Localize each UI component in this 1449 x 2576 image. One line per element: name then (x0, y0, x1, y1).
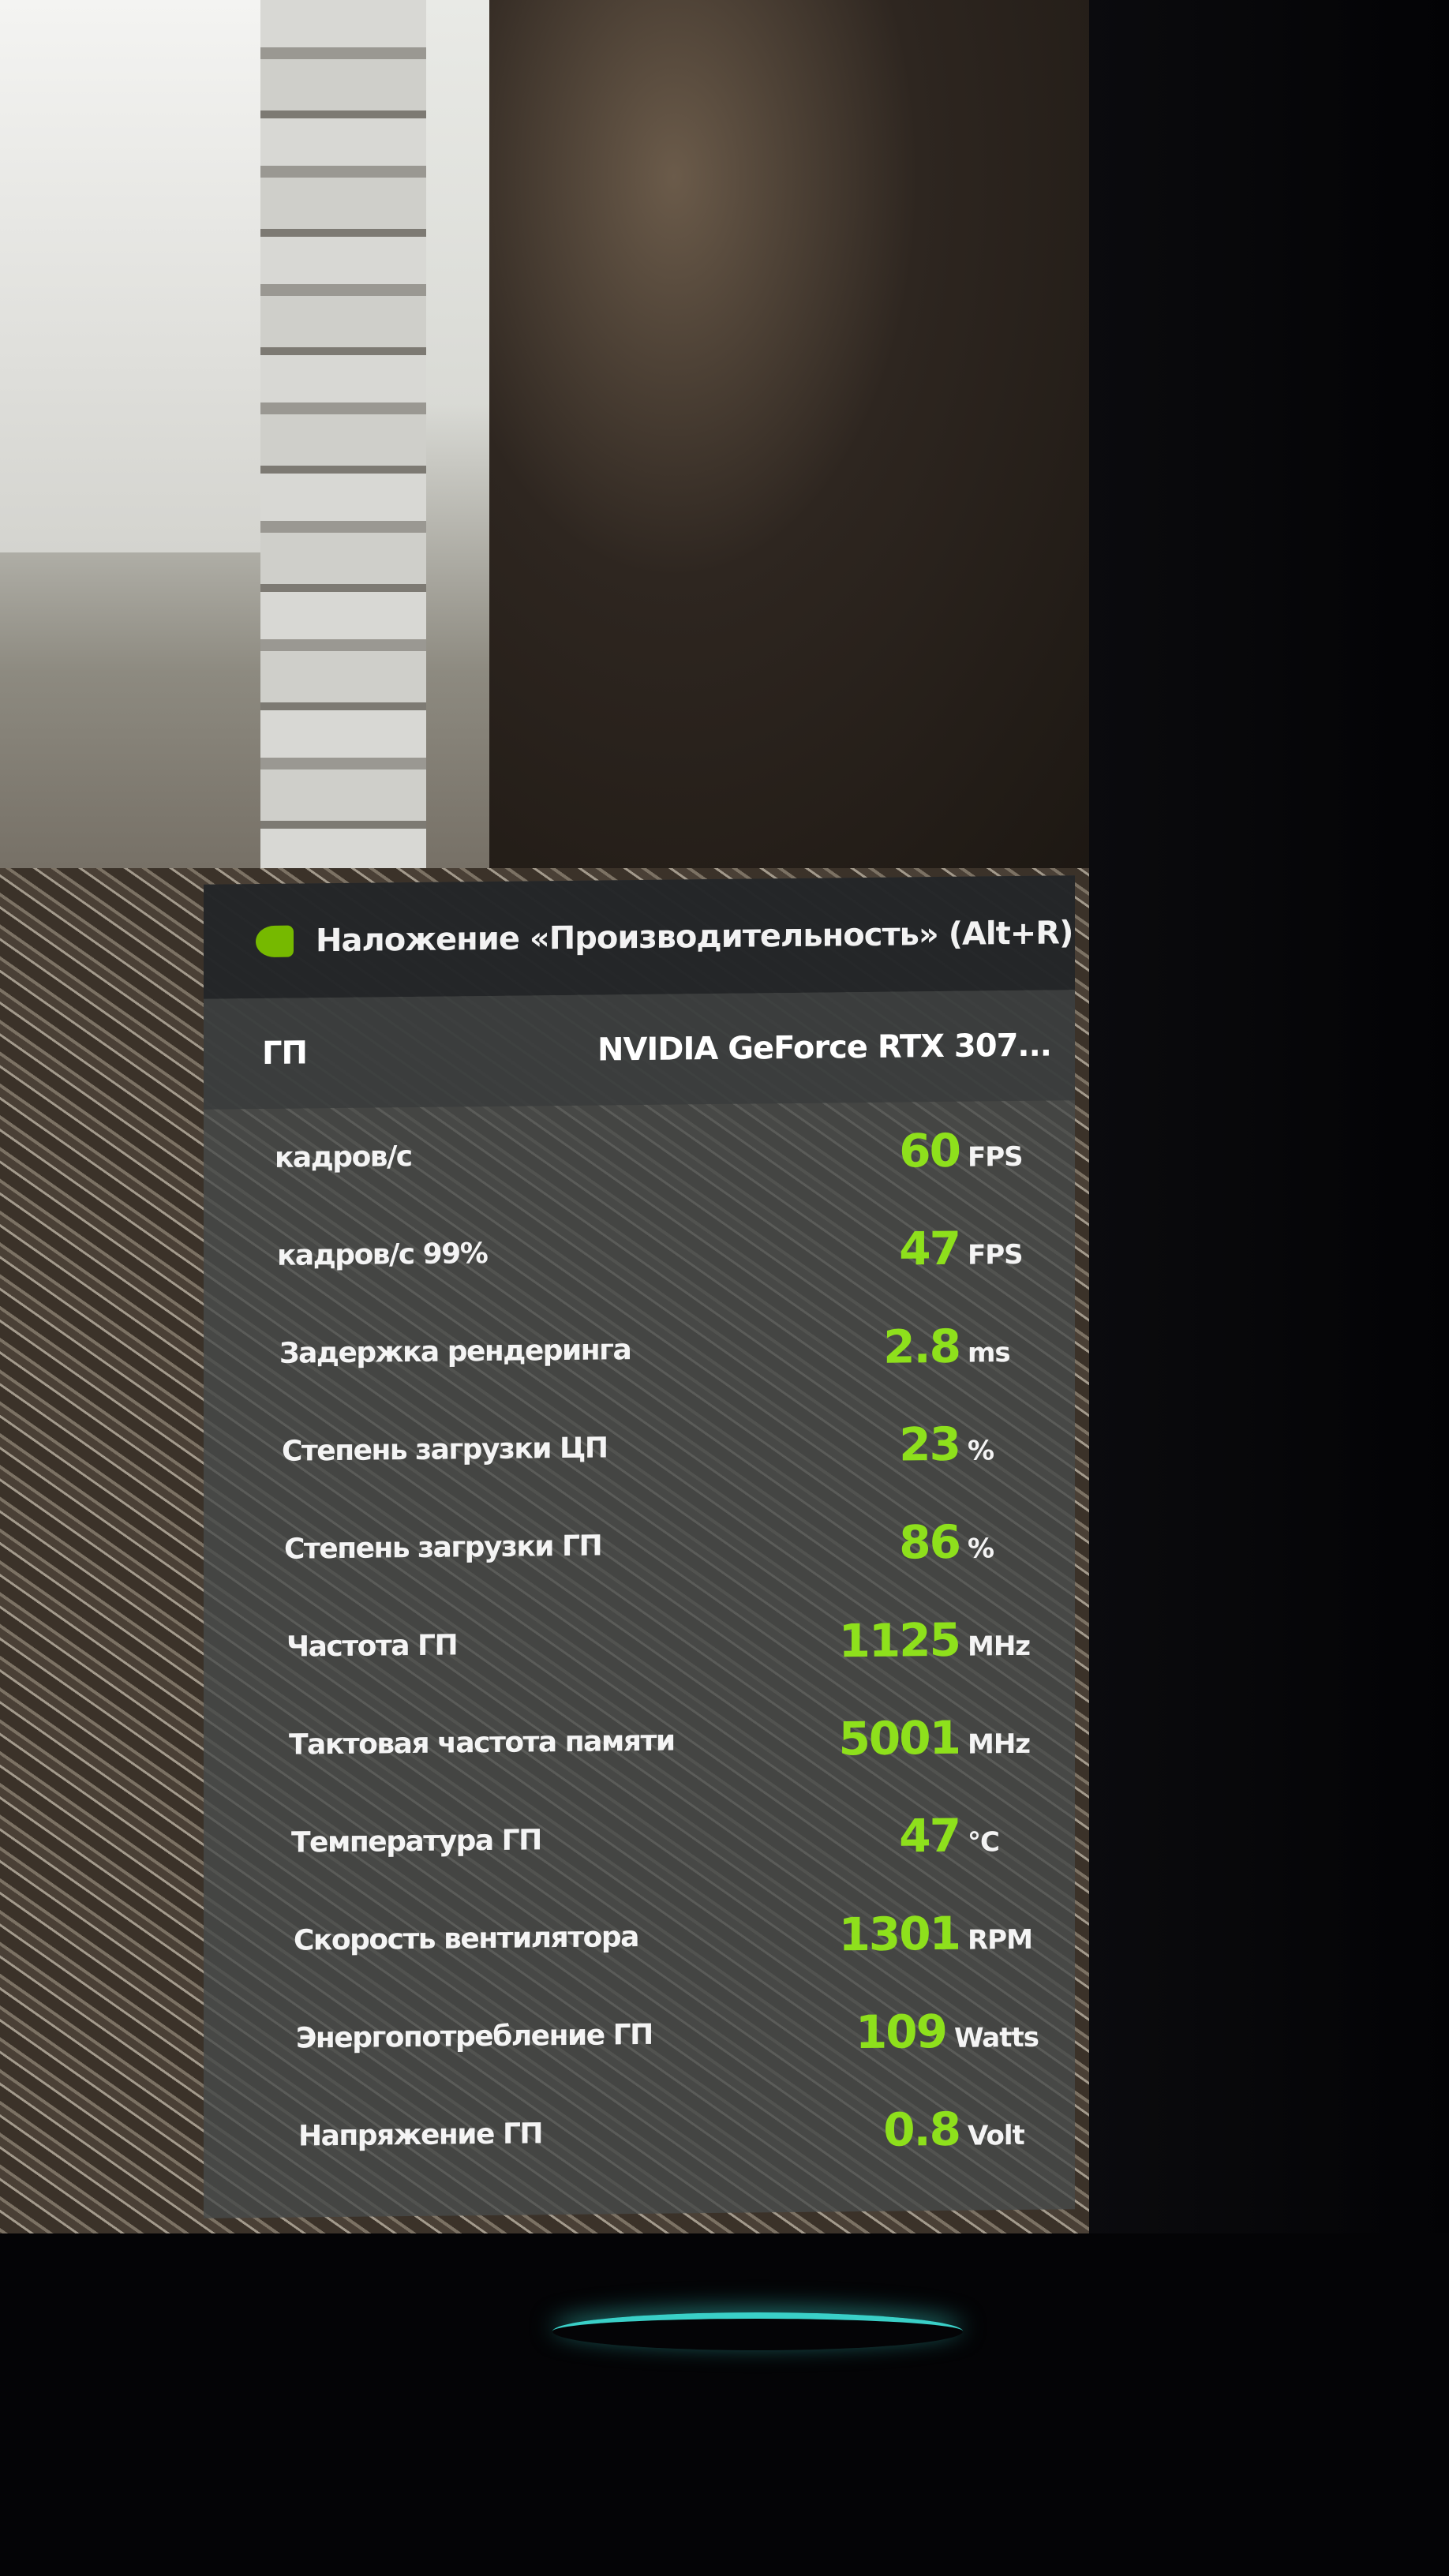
metric-row: кадров/с 60 FPS (204, 1100, 1075, 1208)
metric-row: Энергопотребление ГП 109 Watts (204, 1981, 1075, 2088)
nvidia-logo-icon (256, 925, 294, 957)
metric-row: Скорость вентилятора 1301 RPM (204, 1883, 1075, 1990)
metric-unit: ms (968, 1337, 1010, 1369)
metric-value: 109 (855, 2004, 947, 2060)
metric-value-group: 47 °C (899, 1808, 1039, 1863)
metric-value-group: 86 % (899, 1515, 1039, 1570)
metric-label: Задержка рендеринга (279, 1333, 631, 1370)
metric-value-group: 5001 MHz (839, 1710, 1039, 1766)
metric-value: 2.8 (883, 1319, 960, 1374)
metric-unit: Watts (954, 2021, 1039, 2054)
metric-unit: MHz (968, 1630, 1031, 1663)
metric-label: Энергопотребление ГП (296, 2018, 653, 2055)
overlay-header[interactable]: Наложение «Производительность» (Alt+R) (204, 875, 1075, 999)
gpu-label: ГП (262, 1035, 307, 1073)
metric-value-group: 1301 RPM (839, 1906, 1039, 1962)
metric-label: Температура ГП (291, 1823, 541, 1859)
metric-label: Скорость вентилятора (294, 1920, 638, 1957)
metric-unit: °C (968, 1826, 999, 1859)
metric-unit: RPM (968, 1923, 1032, 1956)
gpu-row: ГП NVIDIA GeForce RTX 307... (204, 990, 1075, 1110)
metric-unit: FPS (968, 1238, 1023, 1271)
overlay-title: Наложение «Производительность» (Alt+R) (316, 914, 1073, 959)
metric-value-group: 23 % (899, 1417, 1039, 1472)
metric-row: Напряжение ГП 0.8 Volt (204, 2079, 1075, 2186)
metric-value: 0.8 (883, 2102, 960, 2157)
metric-label: Степень загрузки ЦП (282, 1431, 608, 1468)
metric-row: Задержка рендеринга 2.8 ms (204, 1296, 1075, 1403)
gpu-name: NVIDIA GeForce RTX 307... (597, 1027, 1051, 1069)
monitor-bezel-bottom (0, 2233, 1449, 2576)
metric-label: кадров/с 99% (277, 1237, 488, 1272)
metric-value: 5001 (838, 1710, 960, 1766)
metric-unit: % (968, 1435, 994, 1467)
metric-value-group: 47 FPS (899, 1221, 1039, 1276)
metric-value: 1301 (838, 1906, 960, 1962)
metric-row: Температура ГП 47 °C (204, 1785, 1075, 1893)
metric-label: Степень загрузки ГП (284, 1530, 602, 1566)
metric-value-group: 60 FPS (899, 1123, 1039, 1178)
metric-row: Частота ГП 1125 MHz (204, 1589, 1075, 1697)
metric-unit: FPS (968, 1140, 1023, 1174)
metric-row: Тактовая частота памяти 5001 MHz (204, 1687, 1075, 1795)
metric-value-group: 109 Watts (856, 2004, 1039, 2059)
metric-value-group: 2.8 ms (883, 1319, 1039, 1374)
metric-value: 60 (899, 1123, 960, 1178)
metric-row: Степень загрузки ГП 86 % (204, 1492, 1075, 1599)
metric-unit: Volt (968, 2119, 1024, 2152)
metric-label: Тактовая частота памяти (289, 1724, 675, 1762)
metric-value: 86 (899, 1515, 960, 1570)
monitor-stand-light (552, 2312, 963, 2350)
performance-overlay: Наложение «Производительность» (Alt+R) Г… (204, 875, 1075, 2218)
metric-value: 1125 (838, 1612, 960, 1668)
metric-row: кадров/с 99% 47 FPS (204, 1198, 1075, 1305)
birch-trunk (260, 0, 426, 908)
metric-value-group: 1125 MHz (839, 1612, 1039, 1668)
metric-value-group: 0.8 Volt (883, 2102, 1039, 2157)
sky (0, 0, 268, 552)
metric-unit: MHz (968, 1728, 1031, 1761)
metric-label: кадров/с (275, 1140, 412, 1174)
metrics-list: кадров/с 60 FPS кадров/с 99% 47 FPS Заде… (204, 1100, 1075, 2186)
metric-row: Степень загрузки ЦП 23 % (204, 1394, 1075, 1501)
metric-label: Частота ГП (286, 1628, 458, 1664)
metric-value: 47 (899, 1808, 960, 1863)
tree-bark (489, 0, 1105, 884)
monitor-bezel-right (1089, 0, 1449, 2576)
metric-value: 23 (899, 1417, 960, 1472)
metric-value: 47 (899, 1221, 960, 1276)
metric-unit: % (968, 1533, 994, 1565)
metric-label: Напряжение ГП (298, 2117, 543, 2153)
